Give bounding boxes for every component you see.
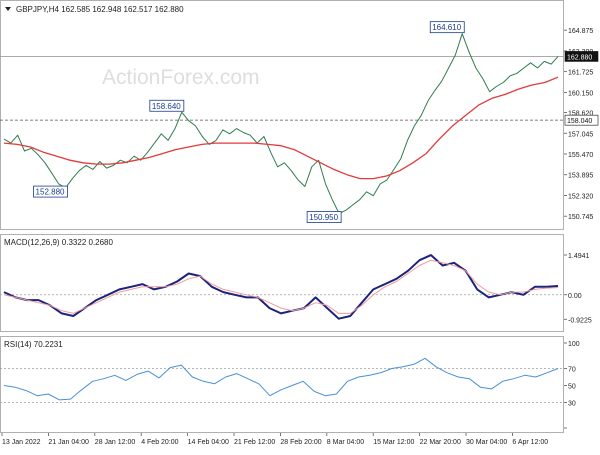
macd-y-tick-label: 0.00: [568, 293, 582, 300]
x-tick-label: 6 Apr 12:00: [512, 439, 548, 446]
x-tick-label: 21 Feb 12:00: [234, 439, 275, 446]
x-tick-label: 4 Feb 20:00: [141, 439, 178, 446]
x-tick-label: 14 Feb 04:00: [188, 439, 229, 446]
rsi-panel-title: RSI(14) 70.2231: [4, 340, 63, 349]
rsi-y-tick-label: 70: [568, 367, 576, 374]
price-y-tick-label: 160.150: [568, 90, 593, 97]
price-y-tick-label: 157.045: [568, 131, 593, 138]
price-y-tick-label: 164.875: [568, 28, 593, 35]
macd-y-tick-label: 1.4941: [568, 253, 590, 260]
price-y-tick-label: 150.745: [568, 214, 593, 221]
rsi-panel-frame: [0, 336, 564, 433]
macd-panel-title: MACD(12,26,9) 0.3322 0.2680: [4, 238, 114, 247]
price-level-label-box: [564, 114, 599, 126]
price-y-tick-label: 153.895: [568, 173, 593, 180]
macd-signal-line: [3, 259, 559, 314]
title-triangle-icon: [5, 7, 11, 11]
macd-y-tick-label: -0.9225: [568, 317, 592, 324]
annotation-label: 152.880: [36, 188, 65, 197]
rsi-y-tick-label: 50: [568, 384, 576, 391]
price-y-tick-label: 158.620: [568, 111, 593, 118]
price-y-tick-label: 155.470: [568, 152, 593, 159]
price-level-label: 158.040: [567, 118, 592, 125]
rsi-y-tick-label: 30: [568, 401, 576, 408]
macd-panel-frame: [0, 234, 564, 332]
price-series-line: [3, 33, 559, 214]
x-tick-label: 22 Mar 20:00: [420, 439, 461, 446]
price-level-label: 162.880: [567, 54, 592, 61]
price-level-label-box: [564, 51, 599, 62]
x-tick-label: 13 Jan 2022: [2, 439, 41, 446]
rsi-y-tick-label: 100: [568, 341, 580, 348]
price-panel-title: GBPJPY,H4 162.585 162.948 162.517 162.88…: [16, 5, 184, 14]
price-y-tick-label: 152.320: [568, 193, 593, 200]
annotation-box: [306, 211, 342, 223]
price-panel-frame: [0, 0, 564, 230]
moving-average-line: [3, 76, 559, 180]
annotation-label: 164.610: [432, 23, 461, 32]
watermark: ActionForex.com: [102, 66, 260, 89]
x-tick-label: 28 Jan 12:00: [95, 439, 136, 446]
rsi-line: [3, 357, 559, 401]
annotation-label: 150.950: [309, 213, 338, 222]
x-tick-label: 15 Mar 12:00: [373, 439, 414, 446]
annotation-box: [149, 99, 185, 112]
annotation-label: 158.640: [152, 102, 181, 111]
x-tick-label: 8 Mar 04:00: [327, 439, 364, 446]
price-y-tick-label: 161.725: [568, 70, 593, 77]
x-tick-label: 30 Mar 04:00: [466, 439, 507, 446]
annotation-box: [33, 185, 68, 198]
x-tick-label: 21 Jan 04:00: [48, 439, 89, 446]
annotation-box: [429, 21, 465, 34]
x-tick-label: 28 Feb 20:00: [280, 439, 321, 446]
